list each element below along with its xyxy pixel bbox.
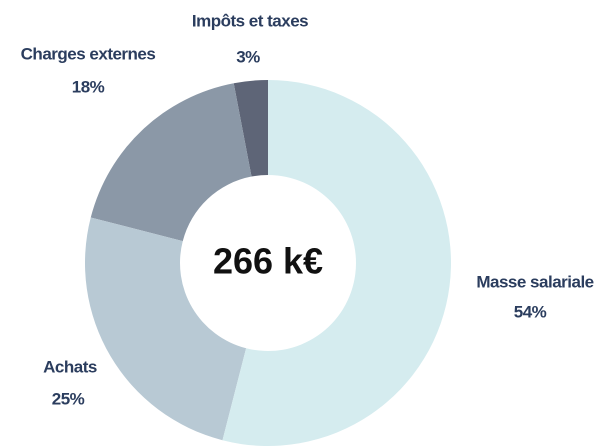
segment-label: Masse salariale [476, 272, 593, 291]
segment-value-label: 25% [52, 389, 85, 408]
segment-label: Impôts et taxes [192, 11, 308, 30]
segment-label: Achats [43, 357, 97, 376]
donut-segment [85, 217, 247, 441]
segment-value-label: 3% [236, 47, 260, 66]
donut-segment [222, 80, 451, 446]
segment-label: Charges externes [21, 44, 156, 63]
donut-segment [90, 83, 252, 242]
donut-segment [233, 80, 268, 177]
segment-value-label: 54% [514, 302, 547, 321]
segment-value-label: 18% [72, 77, 105, 96]
center-label: 266 k€ [213, 241, 323, 282]
